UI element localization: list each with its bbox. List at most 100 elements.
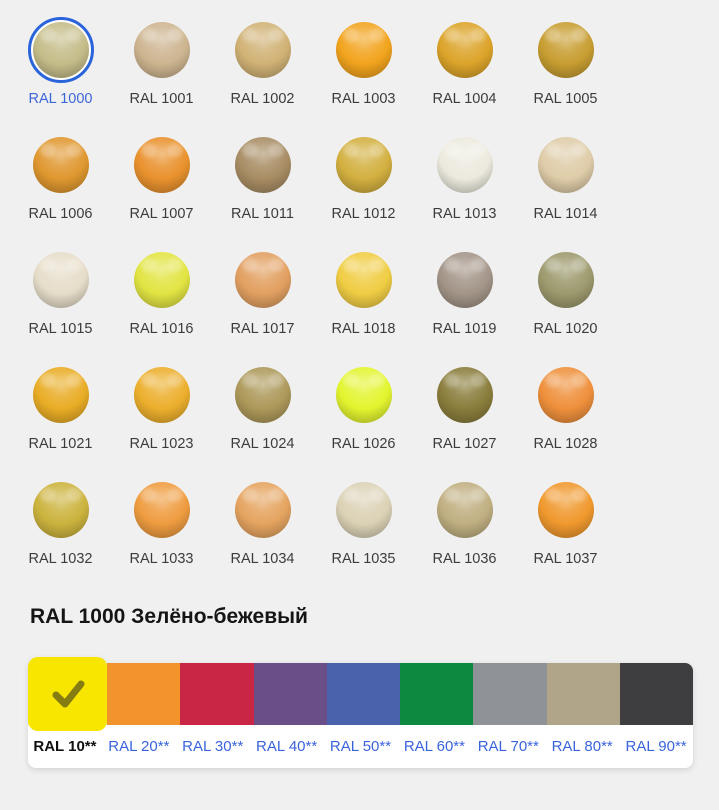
ral-color-item-ral-1006[interactable]: RAL 1006 <box>10 125 111 240</box>
ral-group-swatch-ral-80[interactable] <box>546 663 620 725</box>
ral-color-sphere[interactable] <box>432 17 498 83</box>
tab-ral-50[interactable]: RAL 50** <box>329 738 392 755</box>
ral-color-sphere[interactable] <box>129 132 195 198</box>
ral-group-swatch-ral-30[interactable] <box>180 663 254 725</box>
ral-color-item-ral-1011[interactable]: RAL 1011 <box>212 125 313 240</box>
ral-color-sphere[interactable] <box>533 362 599 428</box>
ral-color-label[interactable]: RAL 1017 <box>230 321 295 337</box>
ral-color-label[interactable]: RAL 1020 <box>533 321 598 337</box>
ral-color-item-ral-1005[interactable]: RAL 1005 <box>515 10 616 125</box>
ral-color-sphere[interactable] <box>230 477 296 543</box>
ral-color-label[interactable]: RAL 1015 <box>28 321 93 337</box>
ral-color-item-ral-1033[interactable]: RAL 1033 <box>111 470 212 585</box>
ral-color-sphere[interactable] <box>28 132 94 198</box>
ral-color-label[interactable]: RAL 1036 <box>432 551 497 567</box>
ral-color-sphere[interactable] <box>331 132 397 198</box>
ral-group-swatch-ral-70[interactable] <box>473 663 547 725</box>
ral-color-label[interactable]: RAL 1014 <box>533 206 598 222</box>
ral-color-item-ral-1027[interactable]: RAL 1027 <box>414 355 515 470</box>
ral-group-swatch-ral-20[interactable] <box>107 663 181 725</box>
ral-color-label[interactable]: RAL 1028 <box>533 436 598 452</box>
ral-group-swatch-ral-90[interactable] <box>619 663 693 725</box>
ral-color-label[interactable]: RAL 1019 <box>432 321 497 337</box>
ral-color-item-ral-1001[interactable]: RAL 1001 <box>111 10 212 125</box>
ral-color-label[interactable]: RAL 1018 <box>331 321 396 337</box>
ral-color-label[interactable]: RAL 1016 <box>129 321 194 337</box>
ral-color-sphere[interactable] <box>432 477 498 543</box>
ral-color-sphere[interactable] <box>230 362 296 428</box>
ral-color-sphere[interactable] <box>129 17 195 83</box>
ral-group-swatch-ral-10[interactable] <box>28 657 107 731</box>
ral-color-sphere[interactable] <box>129 247 195 313</box>
ral-color-sphere[interactable] <box>129 362 195 428</box>
ral-color-sphere[interactable] <box>230 132 296 198</box>
ral-color-sphere[interactable] <box>27 17 94 83</box>
ral-color-item-ral-1021[interactable]: RAL 1021 <box>10 355 111 470</box>
tab-ral-10[interactable]: RAL 10** <box>33 738 97 755</box>
ral-color-label[interactable]: RAL 1003 <box>331 91 396 107</box>
ral-color-sphere[interactable] <box>230 247 296 313</box>
ral-color-sphere[interactable] <box>129 477 195 543</box>
ral-color-sphere[interactable] <box>331 362 397 428</box>
ral-color-label[interactable]: RAL 1004 <box>432 91 497 107</box>
ral-color-label[interactable]: RAL 1033 <box>129 551 194 567</box>
ral-color-item-ral-1003[interactable]: RAL 1003 <box>313 10 414 125</box>
ral-color-sphere[interactable] <box>533 132 599 198</box>
ral-color-item-ral-1018[interactable]: RAL 1018 <box>313 240 414 355</box>
ral-color-label[interactable]: RAL 1005 <box>533 91 598 107</box>
ral-color-item-ral-1004[interactable]: RAL 1004 <box>414 10 515 125</box>
ral-color-label[interactable]: RAL 1011 <box>231 206 294 222</box>
ral-color-label[interactable]: RAL 1001 <box>129 91 194 107</box>
ral-color-sphere[interactable] <box>331 247 397 313</box>
ral-color-item-ral-1007[interactable]: RAL 1007 <box>111 125 212 240</box>
ral-color-sphere[interactable] <box>432 132 498 198</box>
ral-color-item-ral-1037[interactable]: RAL 1037 <box>515 470 616 585</box>
ral-color-sphere[interactable] <box>432 247 498 313</box>
ral-color-label[interactable]: RAL 1037 <box>533 551 598 567</box>
ral-color-label[interactable]: RAL 1026 <box>331 436 396 452</box>
ral-color-sphere[interactable] <box>28 362 94 428</box>
ral-color-item-ral-1002[interactable]: RAL 1002 <box>212 10 313 125</box>
ral-color-item-ral-1012[interactable]: RAL 1012 <box>313 125 414 240</box>
ral-color-label[interactable]: RAL 1034 <box>230 551 295 567</box>
ral-color-label[interactable]: RAL 1027 <box>432 436 497 452</box>
ral-color-sphere[interactable] <box>533 247 599 313</box>
ral-color-label[interactable]: RAL 1013 <box>432 206 497 222</box>
ral-color-label[interactable]: RAL 1006 <box>28 206 93 222</box>
ral-color-item-ral-1015[interactable]: RAL 1015 <box>10 240 111 355</box>
tab-ral-30[interactable]: RAL 30** <box>182 738 244 755</box>
tab-ral-80[interactable]: RAL 80** <box>551 738 613 755</box>
ral-color-item-ral-1024[interactable]: RAL 1024 <box>212 355 313 470</box>
ral-color-item-ral-1016[interactable]: RAL 1016 <box>111 240 212 355</box>
ral-color-item-ral-1020[interactable]: RAL 1020 <box>515 240 616 355</box>
tab-ral-40[interactable]: RAL 40** <box>256 738 318 755</box>
tab-ral-70[interactable]: RAL 70** <box>477 738 539 755</box>
ral-group-swatch-ral-40[interactable] <box>253 663 327 725</box>
ral-color-item-ral-1036[interactable]: RAL 1036 <box>414 470 515 585</box>
ral-color-label[interactable]: RAL 1032 <box>28 551 93 567</box>
ral-color-sphere[interactable] <box>331 17 397 83</box>
ral-color-label[interactable]: RAL 1023 <box>129 436 194 452</box>
ral-color-label[interactable]: RAL 1007 <box>129 206 194 222</box>
tab-ral-60[interactable]: RAL 60** <box>403 738 465 755</box>
ral-color-item-ral-1034[interactable]: RAL 1034 <box>212 470 313 585</box>
ral-color-label[interactable]: RAL 1024 <box>230 436 295 452</box>
ral-color-item-ral-1000[interactable]: RAL 1000 <box>10 10 111 125</box>
ral-color-sphere[interactable] <box>432 362 498 428</box>
ral-color-item-ral-1035[interactable]: RAL 1035 <box>313 470 414 585</box>
ral-color-item-ral-1023[interactable]: RAL 1023 <box>111 355 212 470</box>
tab-ral-90[interactable]: RAL 90** <box>625 738 687 755</box>
ral-color-item-ral-1019[interactable]: RAL 1019 <box>414 240 515 355</box>
ral-color-sphere[interactable] <box>230 17 296 83</box>
ral-color-item-ral-1014[interactable]: RAL 1014 <box>515 125 616 240</box>
ral-color-item-ral-1026[interactable]: RAL 1026 <box>313 355 414 470</box>
ral-color-item-ral-1017[interactable]: RAL 1017 <box>212 240 313 355</box>
ral-color-label[interactable]: RAL 1021 <box>28 436 93 452</box>
ral-color-sphere[interactable] <box>28 247 94 313</box>
ral-color-item-ral-1032[interactable]: RAL 1032 <box>10 470 111 585</box>
ral-color-item-ral-1028[interactable]: RAL 1028 <box>515 355 616 470</box>
tab-ral-20[interactable]: RAL 20** <box>108 738 170 755</box>
ral-color-label[interactable]: RAL 1035 <box>331 551 396 567</box>
ral-color-sphere[interactable] <box>533 17 599 83</box>
ral-color-label[interactable]: RAL 1012 <box>331 206 396 222</box>
